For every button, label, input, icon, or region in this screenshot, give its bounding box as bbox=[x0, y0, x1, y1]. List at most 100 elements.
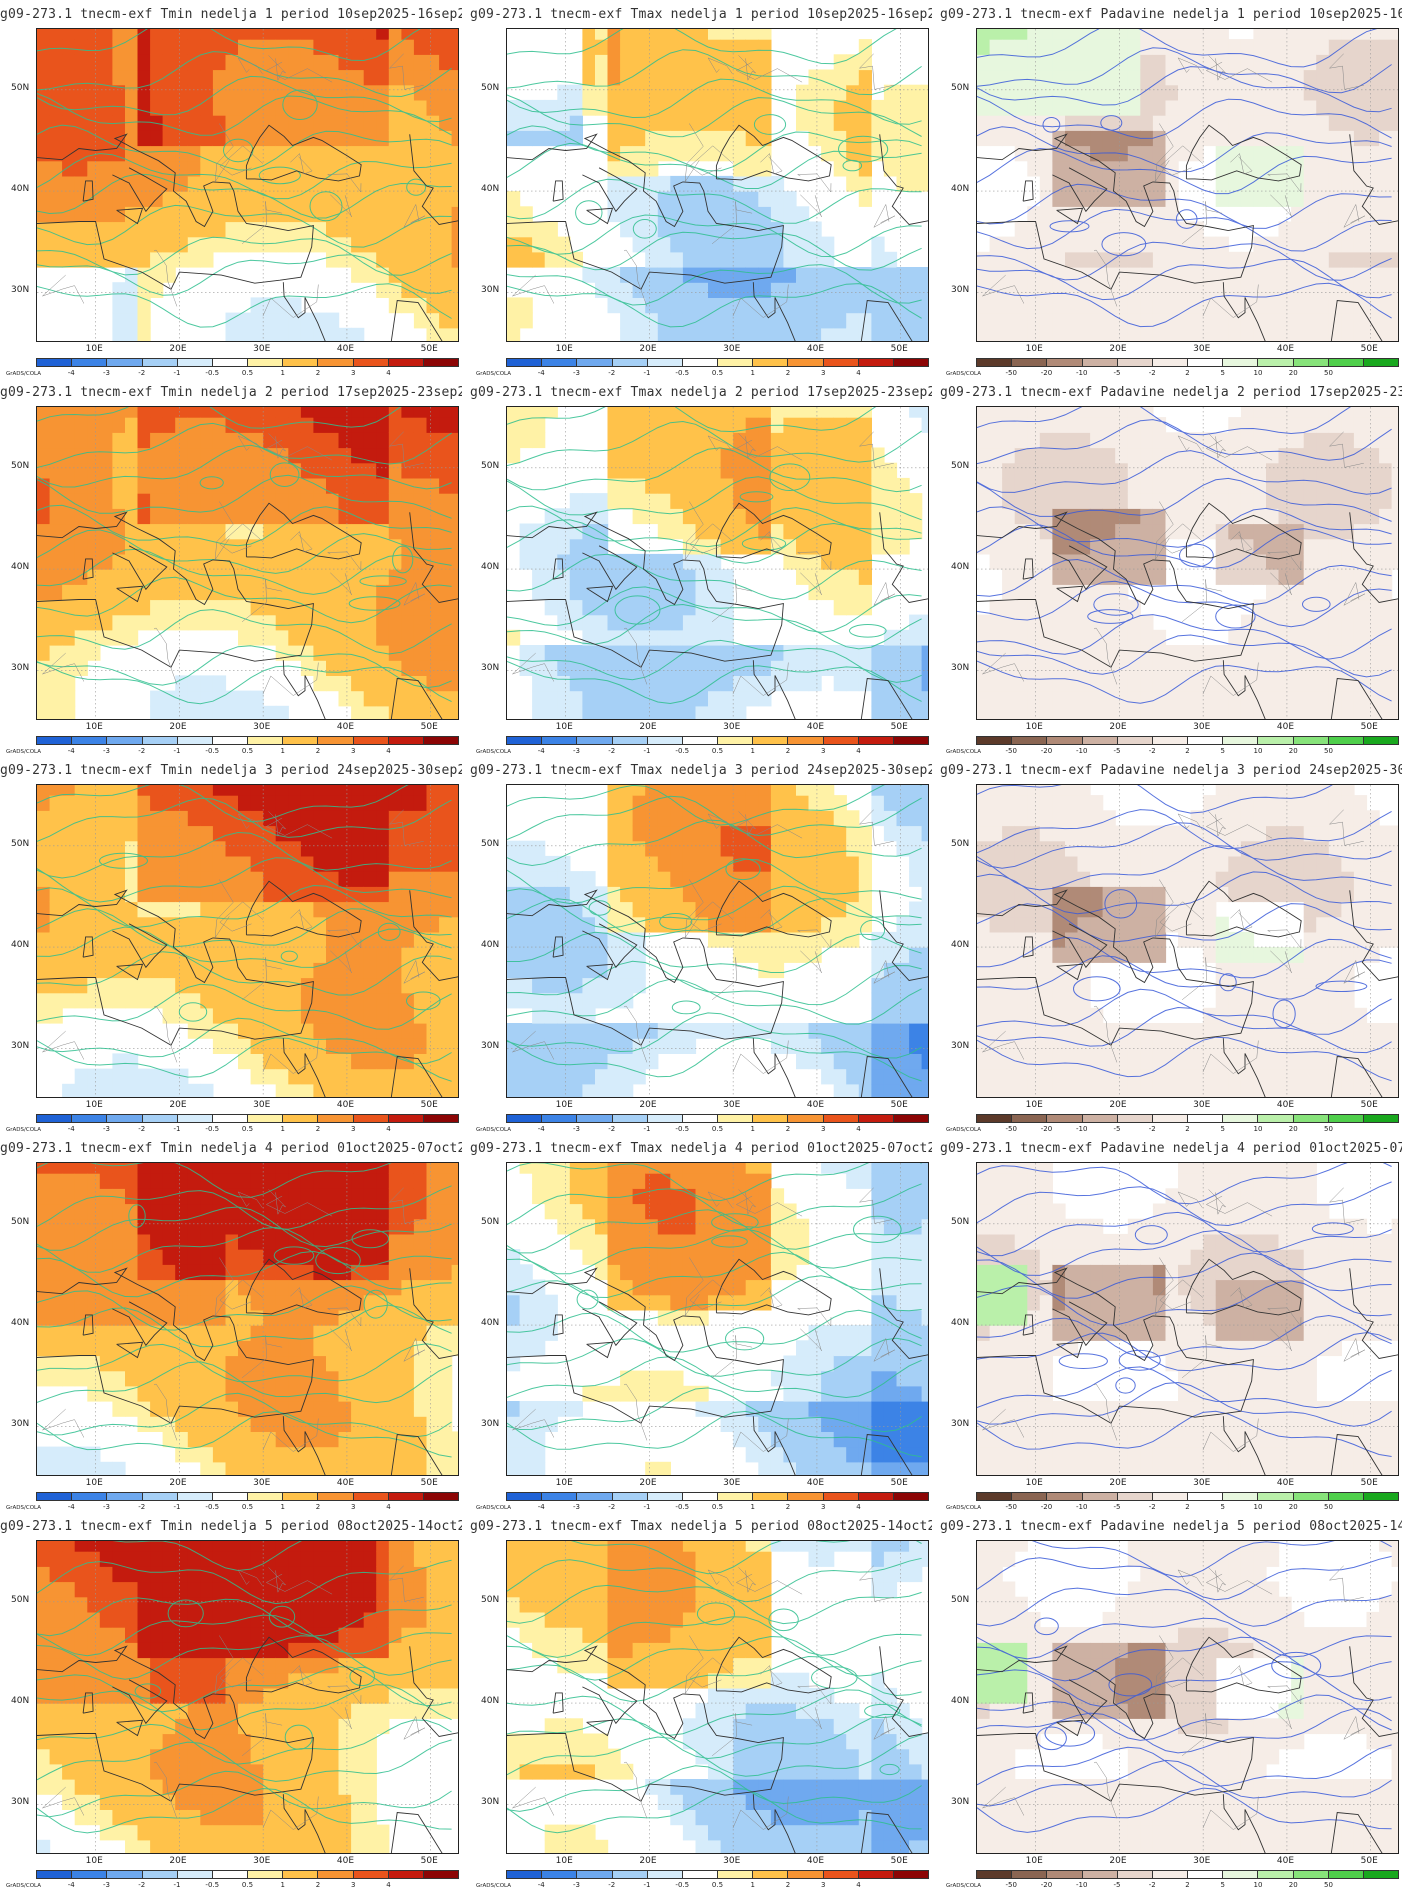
colorbar-swatch bbox=[423, 1493, 459, 1500]
colorbar-swatch bbox=[1152, 1871, 1189, 1878]
colorbar-tick: -50 bbox=[1005, 1503, 1017, 1511]
colorbar-swatch bbox=[977, 737, 1013, 744]
colorbar-swatch bbox=[212, 1493, 249, 1500]
map-panel-12: g09-273.1 tnecm-exf Padavine nedelja 4 p… bbox=[940, 1138, 1410, 1516]
map-panel-7: g09-273.1 tnecm-exf Tmin nedelja 3 perio… bbox=[0, 760, 470, 1138]
colorbar-swatch bbox=[858, 737, 894, 744]
colorbar-tick: 50 bbox=[1324, 1503, 1333, 1511]
colorbar-tick: -0.5 bbox=[205, 369, 220, 377]
colorbar-tick: 2 bbox=[785, 747, 791, 755]
colorbar-tick: -1 bbox=[173, 1503, 181, 1511]
map-panel-9: g09-273.1 tnecm-exf Padavine nedelja 3 p… bbox=[940, 760, 1410, 1138]
lat-label: 40N bbox=[951, 1696, 970, 1707]
colorbar-swatch bbox=[177, 1871, 213, 1878]
colorbar-swatch bbox=[1047, 359, 1083, 366]
colorbar-swatch bbox=[753, 359, 789, 366]
colorbar-swatch bbox=[1293, 1871, 1329, 1878]
colorbar-swatch bbox=[858, 1115, 894, 1122]
lon-label: 50E bbox=[890, 722, 908, 732]
colorbar-tick: -4 bbox=[537, 1503, 545, 1511]
map-area bbox=[36, 406, 459, 720]
contour-lines bbox=[507, 1541, 922, 1834]
colorbar-swatch bbox=[283, 1871, 319, 1878]
coastlines bbox=[507, 502, 928, 719]
colorbar-tick: -2 bbox=[608, 747, 616, 755]
colorbar-tick: 3 bbox=[821, 1881, 826, 1889]
map-panel-5: g09-273.1 tnecm-exf Tmax nedelja 2 perio… bbox=[470, 382, 940, 760]
colorbar-tick: 2 bbox=[315, 747, 321, 755]
colorbar-swatch bbox=[788, 1493, 824, 1500]
contour-lines bbox=[507, 29, 922, 328]
lon-label: 20E bbox=[169, 344, 187, 354]
colorbar-swatch bbox=[107, 1493, 143, 1500]
colorbar-swatch bbox=[977, 359, 1013, 366]
colorbar-swatch bbox=[893, 1115, 929, 1122]
colorbar-swatch bbox=[37, 737, 73, 744]
lon-label: 40E bbox=[336, 344, 355, 354]
colorbar-swatch bbox=[682, 1115, 719, 1122]
colorbar-tick: -0.5 bbox=[675, 1503, 690, 1511]
colorbar-tick: 50 bbox=[1324, 1125, 1333, 1133]
colorbar-swatch bbox=[1117, 1115, 1153, 1122]
map-area bbox=[976, 28, 1399, 342]
colorbar-tick: 4 bbox=[386, 369, 391, 377]
colorbar-tick: -3 bbox=[103, 1503, 110, 1511]
colorbar bbox=[506, 736, 929, 745]
panel-title: g09-273.1 tnecm-exf Tmin nedelja 4 perio… bbox=[0, 1141, 462, 1156]
colorbar-tick: -1 bbox=[173, 1125, 181, 1133]
lat-label: 50N bbox=[951, 1216, 970, 1227]
colorbar-tick: -5 bbox=[1113, 1503, 1121, 1511]
country-borders bbox=[512, 809, 896, 1074]
colorbar-tick: -10 bbox=[1076, 1125, 1088, 1133]
colorbar-tick: 2 bbox=[785, 1125, 791, 1133]
lat-label: 50N bbox=[951, 460, 970, 471]
map-area bbox=[506, 406, 929, 720]
colorbar-tick: 20 bbox=[1288, 1503, 1298, 1511]
colorbar-swatch bbox=[388, 737, 424, 744]
colorbar-tick: 1 bbox=[750, 1503, 755, 1511]
colorbar-swatch bbox=[248, 737, 284, 744]
colorbar-tick: -1 bbox=[173, 1881, 181, 1889]
colorbar-swatch bbox=[318, 1493, 354, 1500]
graticule bbox=[977, 1541, 1398, 1853]
colorbar-tick: 4 bbox=[386, 1503, 391, 1511]
colorbar-swatch bbox=[72, 737, 108, 744]
lat-label: 50N bbox=[481, 82, 500, 93]
colorbar-tick: 2 bbox=[315, 1503, 321, 1511]
panel-title: g09-273.1 tnecm-exf Padavine nedelja 5 p… bbox=[940, 1519, 1402, 1534]
colorbar-tick: -3 bbox=[573, 1125, 580, 1133]
colorbar-swatch bbox=[977, 1871, 1013, 1878]
colorbar-swatch bbox=[1082, 737, 1118, 744]
coastlines bbox=[37, 502, 458, 719]
colorbar-tick: 4 bbox=[856, 1881, 861, 1889]
lon-label: 10E bbox=[1025, 722, 1043, 732]
coastlines bbox=[37, 1636, 458, 1853]
map-panel-14: g09-273.1 tnecm-exf Tmax nedelja 5 perio… bbox=[470, 1516, 940, 1894]
lon-label: 40E bbox=[1276, 1856, 1295, 1866]
graticule bbox=[977, 1163, 1398, 1475]
lon-label: 50E bbox=[890, 1478, 908, 1488]
coastlines bbox=[37, 124, 458, 341]
colorbar-tick: -5 bbox=[1113, 1125, 1121, 1133]
colorbar-swatch bbox=[72, 1115, 108, 1122]
lon-label: 30E bbox=[253, 722, 271, 732]
colorbar-tick: 10 bbox=[1253, 1125, 1263, 1133]
lat-label: 50N bbox=[11, 838, 30, 849]
lat-label: 40N bbox=[951, 184, 970, 195]
colorbar-tick: 0.5 bbox=[711, 1503, 724, 1511]
coastlines bbox=[507, 1258, 928, 1475]
lon-label: 50E bbox=[420, 1856, 438, 1866]
lat-label: 30N bbox=[951, 1419, 970, 1430]
colorbar-tick: 10 bbox=[1253, 369, 1263, 377]
map-area bbox=[976, 1540, 1399, 1854]
colorbar-tick: -20 bbox=[1040, 369, 1053, 377]
colorbar-tick: 2 bbox=[315, 1881, 321, 1889]
colorbar-tick: -0.5 bbox=[675, 1125, 690, 1133]
colorbar-swatch bbox=[507, 359, 543, 366]
colorbar-tick: 2 bbox=[1185, 369, 1190, 377]
map-area bbox=[506, 1540, 929, 1854]
lon-label: 10E bbox=[85, 1100, 103, 1110]
colorbar-swatch bbox=[647, 1493, 683, 1500]
lat-label: 50N bbox=[951, 838, 970, 849]
lat-label: 30N bbox=[11, 663, 30, 674]
